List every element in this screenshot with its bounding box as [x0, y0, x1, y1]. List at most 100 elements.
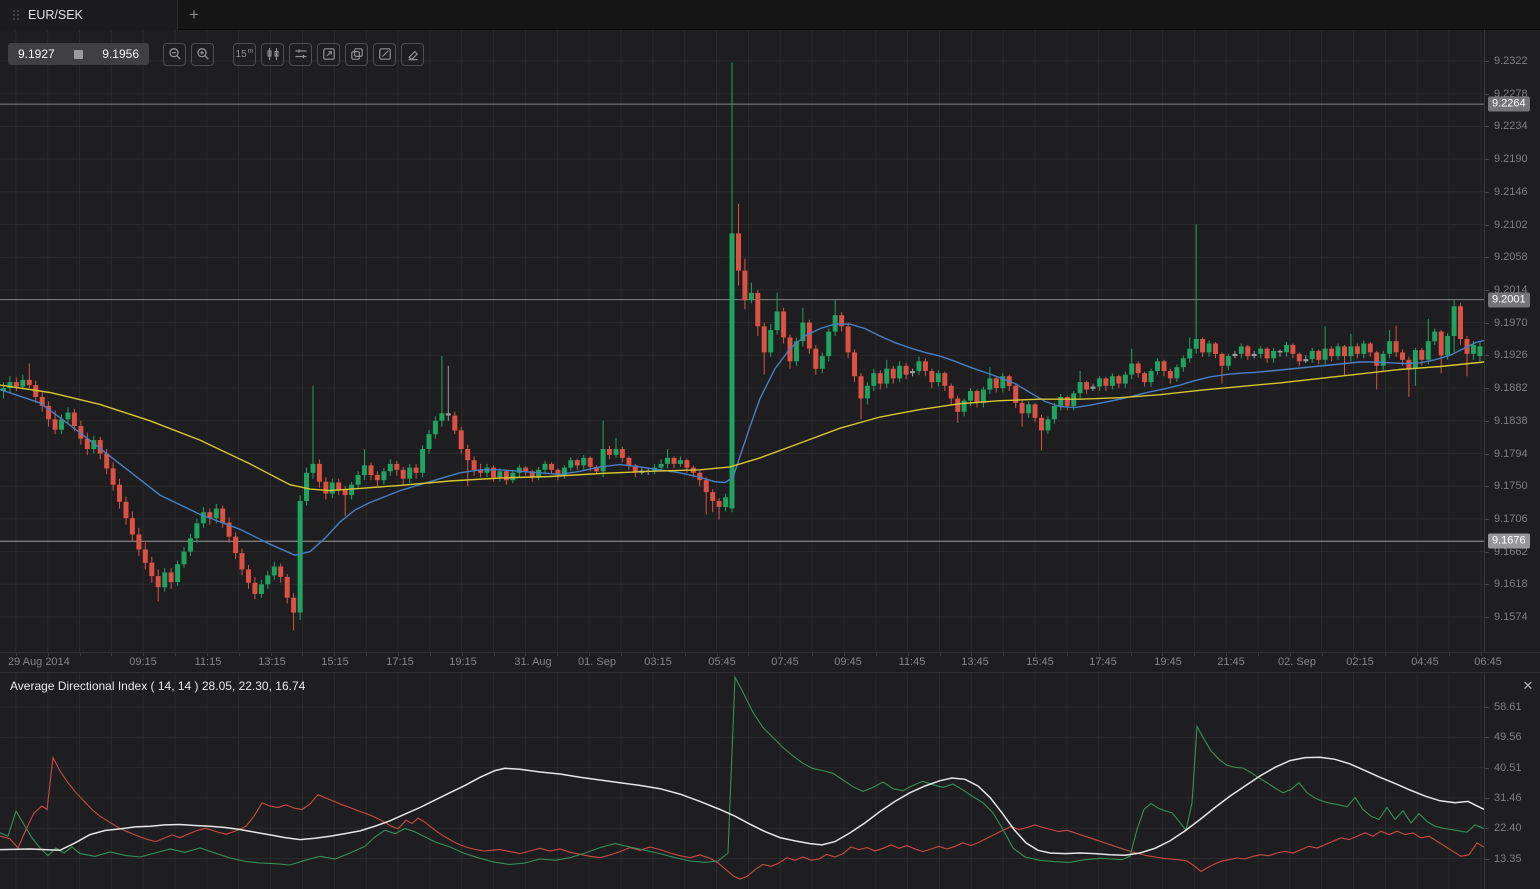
time-tick-label: 02:15 [1346, 656, 1374, 668]
price-tick-label: 9.1838 [1494, 414, 1528, 427]
price-tick-label: 9.1970 [1494, 316, 1528, 329]
chart-type-button[interactable] [261, 42, 284, 66]
price-level-badge[interactable]: 9.2001 [1488, 292, 1530, 308]
adx-tick [1485, 707, 1489, 708]
adx-tick-label: 22.40 [1494, 822, 1522, 835]
tab-eursek[interactable]: EUR/SEK [0, 0, 178, 30]
adx-tick-label: 49.56 [1494, 731, 1522, 744]
time-tick [461, 653, 463, 656]
main-chart-canvas[interactable] [0, 30, 1484, 652]
candlestick-icon [266, 48, 279, 60]
annotate-button[interactable] [373, 42, 396, 66]
time-tick [398, 653, 399, 656]
time-tick [1162, 653, 1164, 656]
sliders-icon [295, 49, 306, 59]
eraser-button[interactable] [401, 42, 424, 66]
price-tick [1485, 322, 1489, 324]
time-tick [1003, 653, 1005, 656]
time-tick-label: 04:45 [1411, 656, 1439, 668]
adx-tick [1485, 797, 1489, 799]
time-tick [652, 653, 654, 656]
price-tick [1485, 224, 1489, 226]
price-level-badge[interactable]: 9.2264 [1488, 96, 1530, 112]
time-tick [429, 653, 431, 656]
time-tick [875, 653, 877, 656]
tab-bar: EUR/SEK + [0, 0, 1540, 30]
price-tick [1485, 126, 1489, 128]
time-tick [684, 653, 686, 656]
quote-panel[interactable]: 9.1927 9.1956 [8, 43, 149, 65]
price-tick [1485, 617, 1489, 618]
adx-tick-label: 40.51 [1494, 761, 1522, 774]
tab-title: EUR/SEK [28, 8, 83, 22]
time-tick [557, 653, 559, 656]
time-tick-label: 19:45 [1154, 656, 1182, 668]
time-tick [1385, 653, 1387, 656]
time-tick [780, 653, 782, 656]
chart-toolbar: 9.1927 9.1956 15 m [8, 42, 429, 66]
time-tick [111, 653, 113, 656]
time-tick-label: 13:45 [961, 656, 989, 668]
time-tick-label: 11:45 [898, 656, 926, 668]
price-tick-label: 9.2190 [1494, 153, 1528, 166]
time-tick [79, 653, 81, 656]
price-level-badge[interactable]: 9.1676 [1488, 533, 1530, 549]
time-tick-label: 05:45 [708, 656, 736, 668]
time-tick-label: 19:15 [449, 656, 477, 668]
price-tick-label: 9.1574 [1494, 611, 1528, 623]
time-tick [366, 653, 368, 656]
time-tick [1226, 653, 1228, 656]
time-tick-label: 07:45 [771, 656, 799, 668]
close-indicator-icon[interactable]: ✕ [1522, 678, 1534, 693]
time-tick [206, 653, 208, 656]
price-tick-label: 9.1794 [1494, 447, 1528, 460]
time-tick [1449, 653, 1450, 656]
price-tick-label: 9.2058 [1494, 251, 1528, 264]
adx-tick-label: 58.61 [1494, 701, 1522, 713]
price-tick [1485, 486, 1489, 488]
price-tick [1485, 420, 1489, 422]
price-axis[interactable]: 9.2322 9.2278 9.2234 9.2190 9.2146 9.2102 9.20… [1484, 30, 1540, 652]
adx-tick [1485, 737, 1489, 739]
price-tick [1485, 257, 1489, 259]
time-tick [716, 653, 718, 656]
price-tick-label: 9.1882 [1494, 382, 1528, 395]
time-tick-label: 15:45 [1026, 656, 1054, 668]
add-tab-button[interactable]: + [189, 5, 199, 24]
time-tick [47, 653, 49, 656]
price-tick-label: 9.1926 [1494, 349, 1528, 362]
time-tick-label: 15:15 [321, 656, 349, 668]
ask-price[interactable]: 9.1956 [102, 47, 139, 61]
time-tick [1098, 653, 1100, 656]
price-tick-label: 9.2102 [1494, 218, 1528, 231]
adx-tick [1485, 858, 1489, 860]
time-tick [1130, 653, 1132, 656]
time-tick [302, 653, 304, 656]
adx-tick [1485, 767, 1489, 769]
time-tick [1321, 653, 1323, 656]
time-axis[interactable]: 29 Aug 2014 09:15 11:15 13:15 15:15 17:15 19:1… [0, 652, 1540, 673]
duplicate-chart-button[interactable] [345, 42, 368, 66]
time-tick [175, 653, 176, 656]
price-tick [1485, 289, 1489, 291]
time-tick-label: 09:45 [834, 656, 862, 668]
zoom-out-icon [168, 48, 181, 60]
time-tick [270, 653, 272, 656]
price-tick [1485, 551, 1489, 553]
adx-chart-canvas[interactable] [0, 673, 1484, 889]
price-tick [1485, 355, 1489, 357]
time-tick [843, 653, 845, 656]
bid-price[interactable]: 9.1927 [18, 47, 55, 61]
adx-tick-label: 31.46 [1494, 791, 1522, 804]
timeframe-button[interactable]: 15 m [233, 42, 256, 66]
time-tick [15, 653, 17, 656]
zoom-in-button[interactable] [191, 42, 214, 66]
adx-value-axis[interactable]: 58.61 49.56 40.51 31.46 22.40 13.35 [1484, 673, 1540, 889]
zoom-in-icon [196, 48, 209, 60]
time-tick [238, 653, 240, 656]
time-tick [812, 653, 814, 656]
indicator-settings-button[interactable] [289, 42, 312, 66]
zoom-out-button[interactable] [163, 42, 186, 66]
expand-chart-button[interactable] [317, 42, 340, 66]
time-tick-label: 11:15 [194, 656, 222, 668]
